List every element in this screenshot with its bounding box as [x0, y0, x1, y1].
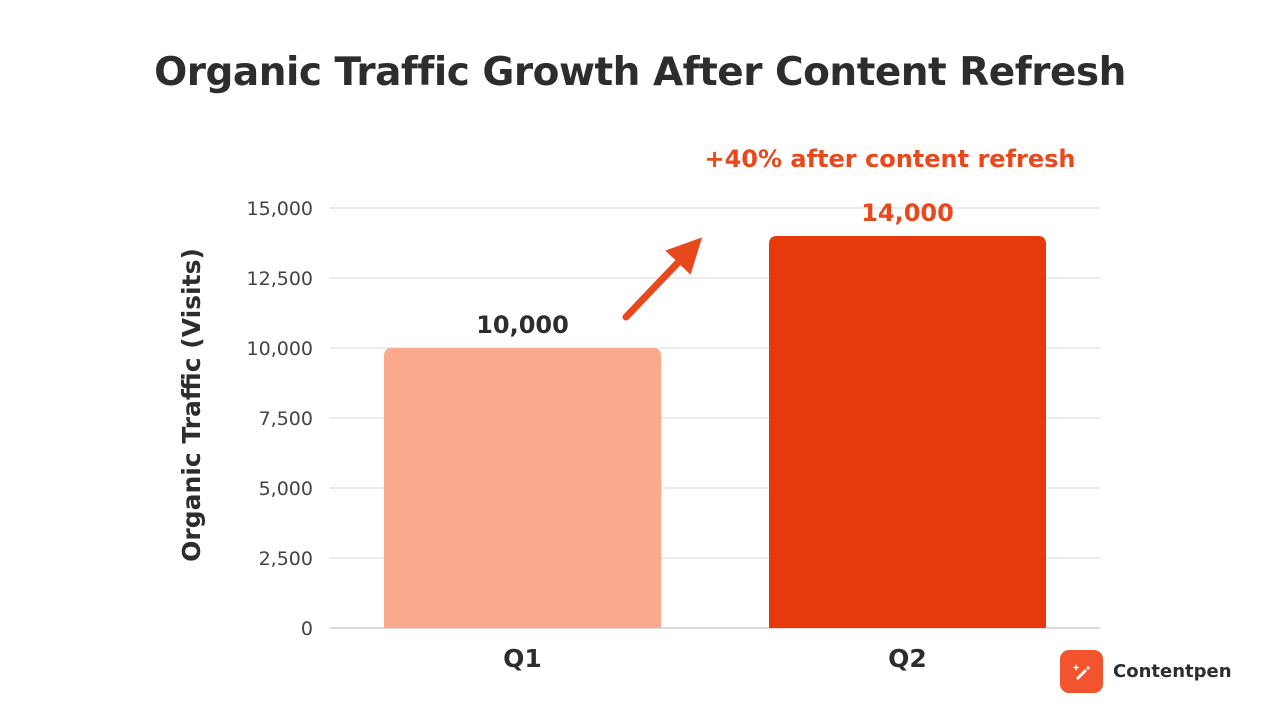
y-axis-label: Organic Traffic (Visits) [177, 248, 206, 562]
bar-q1 [384, 348, 661, 628]
x-tick-label: Q2 [888, 644, 927, 673]
chart-title: Organic Traffic Growth After Content Ref… [154, 50, 1126, 95]
x-tick-label: Q1 [503, 644, 542, 673]
y-tick-label: 0 [301, 618, 313, 640]
y-tick-label: 10,000 [247, 338, 313, 360]
growth-arrow-icon [622, 237, 703, 321]
y-tick-label: 7,500 [259, 408, 313, 430]
y-tick-label: 5,000 [259, 478, 313, 500]
magic-pen-icon [1060, 650, 1103, 693]
y-tick-label: 15,000 [247, 198, 313, 220]
y-tick-label: 2,500 [259, 548, 313, 570]
y-tick-label: 12,500 [247, 268, 313, 290]
brand-logo: Contentpen [1060, 650, 1232, 693]
brand-name: Contentpen [1113, 661, 1232, 682]
data-label: 10,000 [476, 311, 569, 339]
growth-annotation: +40% after content refresh [705, 145, 1076, 173]
bar-q2 [769, 236, 1046, 628]
data-label: 14,000 [861, 199, 954, 227]
